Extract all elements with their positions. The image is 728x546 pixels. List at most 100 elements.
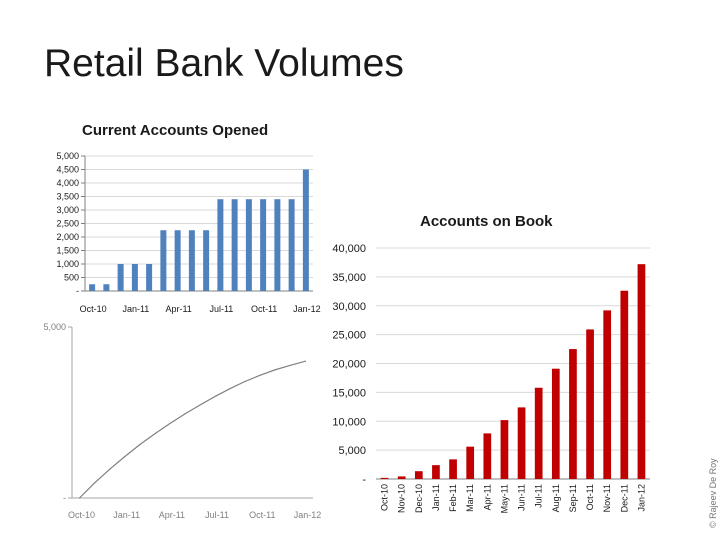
bar-Oct-10 [89, 284, 96, 291]
bar-Mar-11 [466, 446, 475, 479]
bar-Jan-12 [302, 169, 309, 291]
point-Mar-11 [154, 433, 156, 435]
series-line [79, 360, 306, 499]
x-tick-label: Aug-11 [551, 484, 561, 512]
y-tick-label: 5,000 [43, 322, 66, 332]
bar-Dec-10 [414, 471, 423, 479]
bar-Nov-10 [397, 476, 406, 479]
x-tick-label: Oct-11 [251, 304, 277, 314]
bar-May-11 [188, 230, 195, 291]
point-Jun-11 [199, 404, 201, 406]
bar-Jun-11 [517, 407, 526, 479]
bar-May-11 [500, 420, 509, 479]
point-Feb-11 [139, 444, 141, 446]
y-tick-label: 3,500 [56, 192, 79, 202]
point-Jan-12 [304, 360, 307, 362]
bar-Dec-10 [117, 264, 124, 291]
y-tick-label: 500 [64, 273, 79, 283]
x-tick-label: May-11 [499, 484, 509, 513]
bar-Sep-11 [245, 199, 252, 291]
point-May-11 [184, 413, 186, 415]
point-Apr-11 [169, 422, 171, 425]
y-tick-label: 5,000 [338, 445, 366, 457]
point-Nov-10 [93, 482, 96, 484]
bar-Oct-10 [380, 477, 389, 479]
y-tick-label: - [76, 286, 79, 296]
x-tick-label: Oct-11 [249, 510, 275, 520]
page-title: Retail Bank Volumes [44, 42, 404, 85]
bar-Oct-11 [260, 199, 267, 291]
y-tick-label: 5,000 [56, 151, 79, 161]
x-tick-label: Apr-11 [165, 304, 191, 314]
x-tick-label: Jan-11 [431, 484, 441, 511]
x-tick-label: Dec-11 [619, 484, 629, 512]
y-tick-label: - [63, 493, 66, 503]
y-tick-label: 1,000 [56, 259, 79, 269]
y-tick-label: 2,000 [56, 232, 79, 242]
x-tick-label: Nov-11 [602, 484, 612, 512]
bar-Feb-11 [146, 264, 153, 291]
bar-Nov-11 [274, 199, 281, 291]
x-tick-label: Feb-11 [448, 484, 458, 512]
bar-Nov-11 [603, 310, 612, 479]
point-Oct-10 [78, 497, 81, 499]
y-tick-label: 15,000 [332, 387, 366, 399]
y-tick-label: 1,500 [56, 246, 79, 256]
y-tick-label: 20,000 [332, 359, 366, 371]
x-tick-label: Jun-11 [517, 484, 527, 511]
x-tick-label: Jan-11 [113, 510, 140, 520]
bar-Jul-11 [217, 199, 224, 291]
point-Dec-10 [109, 468, 111, 470]
x-tick-label: Apr-11 [482, 484, 492, 510]
x-tick-label: Jan-12 [294, 510, 322, 520]
bar-Jan-11 [432, 465, 440, 479]
x-tick-label: Jan-12 [293, 304, 321, 314]
y-tick-label: 40,000 [332, 243, 366, 255]
x-tick-label: Oct-10 [68, 510, 95, 520]
y-tick-label: - [362, 474, 366, 486]
x-tick-label: Jul-11 [205, 510, 229, 520]
point-Oct-11 [259, 374, 261, 376]
bar-Feb-11 [449, 459, 457, 479]
x-tick-label: Oct-10 [380, 484, 390, 511]
bar-Apr-11 [174, 230, 181, 291]
bar-Nov-10 [103, 284, 110, 291]
x-tick-label: Jan-12 [636, 484, 646, 512]
x-tick-label: Jan-11 [122, 304, 149, 314]
point-Sep-11 [244, 380, 246, 382]
bar-Oct-11 [586, 329, 594, 479]
y-tick-label: 30,000 [332, 301, 366, 313]
y-tick-label: 2,500 [56, 219, 79, 229]
point-Nov-11 [274, 369, 276, 371]
bar-Mar-11 [160, 230, 167, 291]
point-Aug-11 [229, 387, 231, 390]
chart-title-accounts-on-book: Accounts on Book [420, 213, 553, 230]
bar-Jun-11 [203, 230, 210, 291]
y-tick-label: 4,000 [56, 178, 79, 188]
x-tick-label: Oct-11 [585, 484, 595, 510]
x-tick-label: Sep-11 [568, 484, 578, 512]
x-tick-label: Nov-10 [397, 484, 407, 513]
x-tick-label: Dec-10 [414, 484, 424, 513]
copyright-notice: © Rajeev De Roy [708, 458, 718, 528]
bar-Jul-11 [534, 387, 543, 479]
bar-Dec-11 [288, 199, 295, 291]
bar-Sep-11 [569, 349, 577, 479]
y-tick-label: 35,000 [332, 272, 366, 284]
x-tick-label: Mar-11 [465, 484, 475, 512]
point-Dec-11 [289, 364, 292, 366]
y-tick-label: 4,500 [56, 165, 79, 175]
x-tick-label: Apr-11 [159, 510, 185, 520]
bar-Jan-12 [637, 264, 646, 479]
chart-title-current-accounts: Current Accounts Opened [82, 122, 269, 139]
bar-Aug-11 [551, 368, 560, 479]
x-tick-label: Oct-10 [80, 304, 107, 314]
x-tick-label: Jul-11 [534, 484, 544, 508]
point-Jan-11 [124, 456, 126, 458]
bar-Aug-11 [231, 199, 238, 291]
point-Jul-11 [214, 395, 216, 398]
x-tick-label: Jul-11 [209, 304, 233, 314]
